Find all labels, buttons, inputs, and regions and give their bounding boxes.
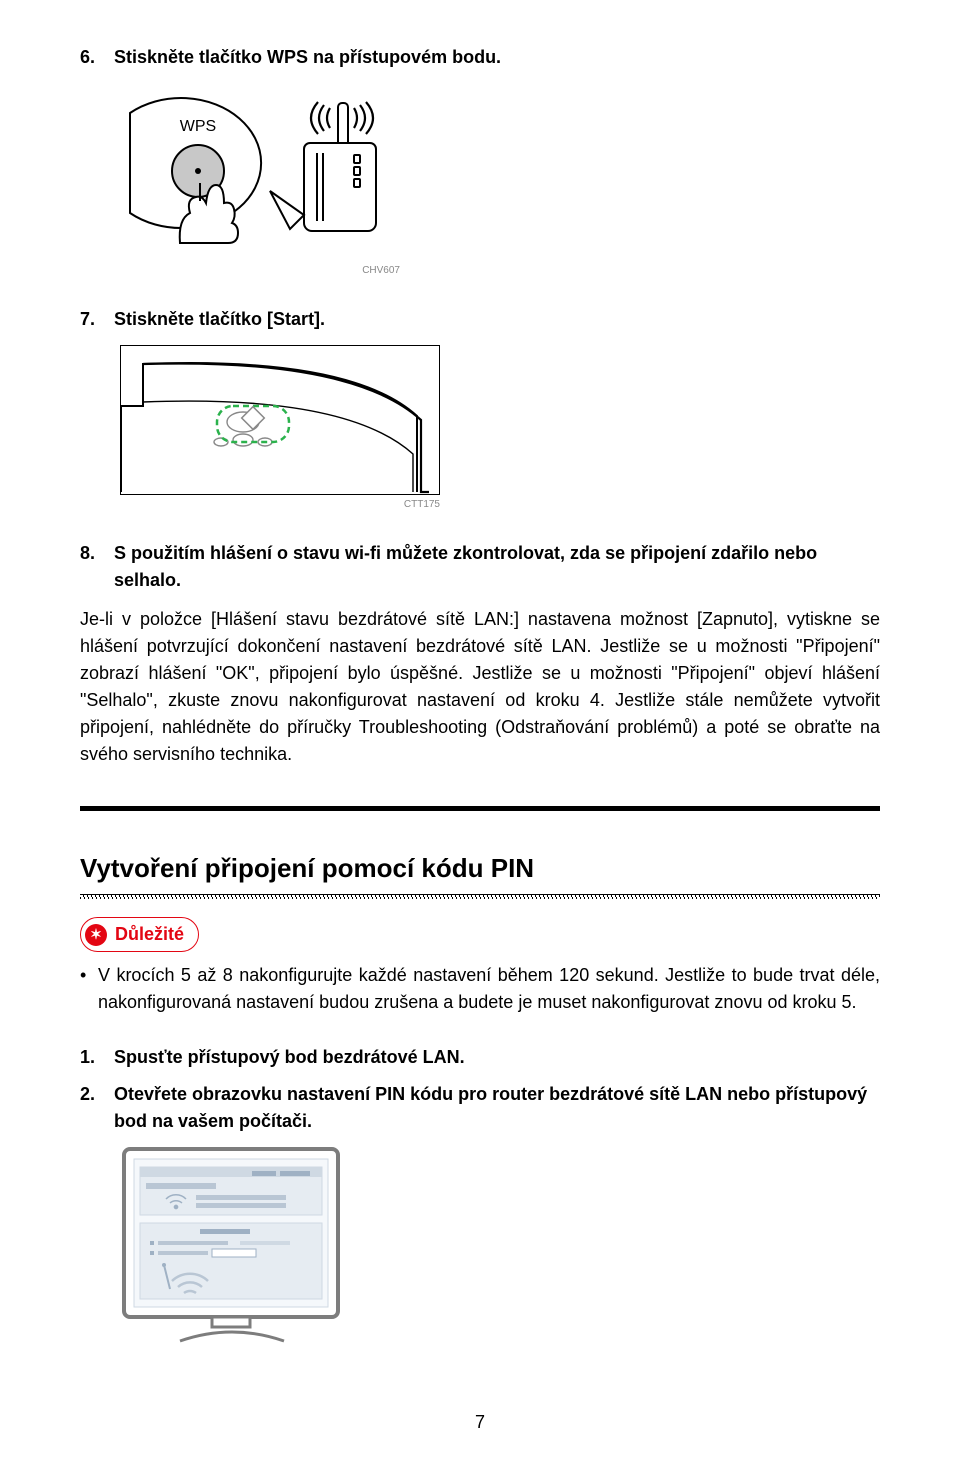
explanation-paragraph: Je-li v položce [Hlášení stavu bezdrátov… — [80, 606, 880, 768]
illustration-monitor — [120, 1145, 350, 1363]
illus2-code: CTT175 — [120, 497, 440, 512]
pin-step-2: 2. Otevřete obrazovku nastavení PIN kódu… — [80, 1081, 880, 1135]
monitor-svg — [120, 1145, 350, 1355]
pin-step-2-text: Otevřete obrazovku nastavení PIN kódu pr… — [114, 1081, 880, 1135]
step-8: 8. S použitím hlášení o stavu wi-fi může… — [80, 540, 880, 594]
step-6-num: 6. — [80, 44, 114, 71]
wave-divider — [80, 895, 880, 899]
illustration-wps: WPS CHV607 — [120, 83, 400, 278]
pin-steps: 1. Spusťte přístupový bod bezdrátové LAN… — [80, 1044, 880, 1135]
pin-step-1-text: Spusťte přístupový bod bezdrátové LAN. — [114, 1044, 880, 1071]
important-badge: ✶ Důležité — [80, 917, 199, 952]
pin-step-2-num: 2. — [80, 1081, 114, 1135]
wps-label: WPS — [180, 118, 216, 135]
illustration-printer: CTT175 — [120, 345, 440, 512]
star-icon: ✶ — [85, 924, 107, 946]
step-6-text: Stiskněte tlačítko WPS na přístupovém bo… — [114, 44, 880, 71]
important-label: Důležité — [115, 921, 184, 948]
page-number: 7 — [80, 1409, 880, 1436]
step-8-num: 8. — [80, 540, 114, 594]
important-list: V krocích 5 až 8 nakonfigurujte každé na… — [80, 962, 880, 1016]
printer-panel-svg — [121, 346, 441, 496]
important-bullet-1: V krocích 5 až 8 nakonfigurujte každé na… — [98, 962, 880, 1016]
section-title: Vytvoření připojení pomocí kódu PIN — [80, 849, 880, 888]
step-7: 7. Stiskněte tlačítko [Start]. — [80, 306, 880, 333]
pin-step-1: 1. Spusťte přístupový bod bezdrátové LAN… — [80, 1044, 880, 1071]
step-7-num: 7. — [80, 306, 114, 333]
step-6: 6. Stiskněte tlačítko WPS na přístupovém… — [80, 44, 880, 71]
step-7-text: Stiskněte tlačítko [Start]. — [114, 306, 880, 333]
illus1-code: CHV607 — [120, 263, 400, 278]
pin-step-1-num: 1. — [80, 1044, 114, 1071]
step-8-text: S použitím hlášení o stavu wi-fi můžete … — [114, 540, 880, 594]
wps-press-svg: WPS — [120, 83, 400, 253]
